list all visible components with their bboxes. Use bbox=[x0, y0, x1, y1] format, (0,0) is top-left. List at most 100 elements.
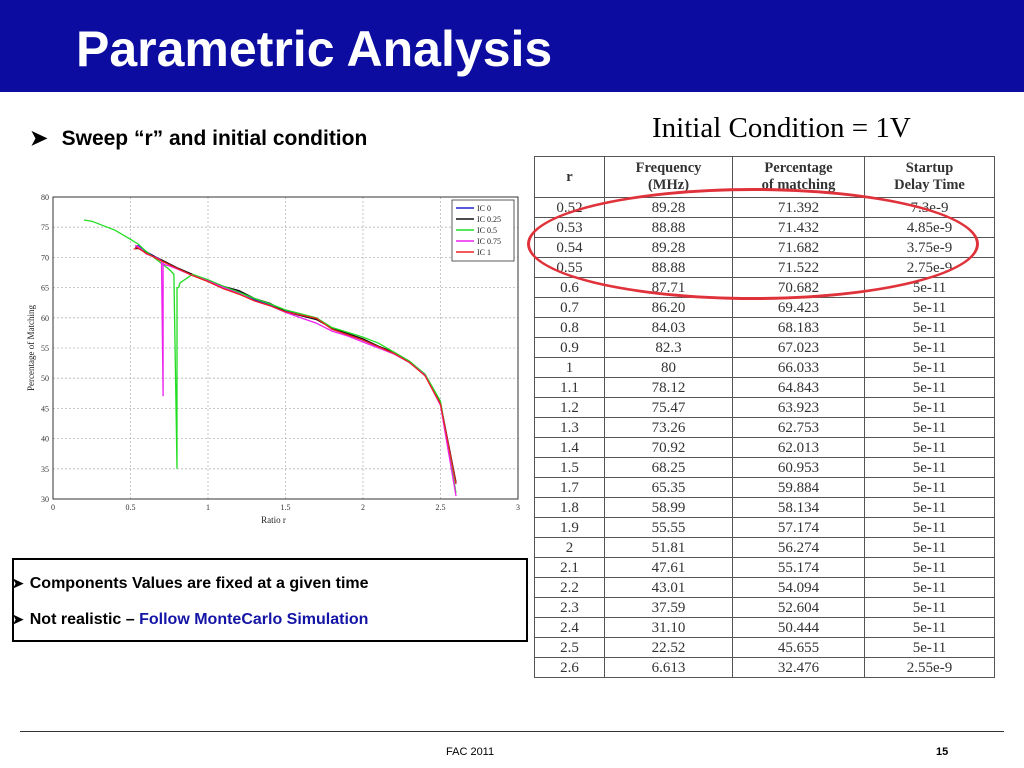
table-header-line: of matching bbox=[761, 177, 836, 193]
table-cell: 1 bbox=[534, 357, 605, 378]
table-row: 1.5 68.25 60.953 5e-11 bbox=[534, 457, 995, 478]
table-cell: 6.613 bbox=[604, 657, 733, 678]
legend-entry: IC 0.25 bbox=[477, 215, 501, 224]
table-cell: 59.884 bbox=[732, 477, 865, 498]
table-cell: 5e-11 bbox=[864, 337, 995, 358]
table-row: 2.2 43.01 54.094 5e-11 bbox=[534, 577, 995, 598]
table-cell: 22.52 bbox=[604, 637, 733, 658]
arrow-bullet-icon: ➤ bbox=[12, 611, 24, 627]
table-row: 0.7 86.20 69.423 5e-11 bbox=[534, 297, 995, 318]
table-cell: 0.7 bbox=[534, 297, 605, 318]
table-cell: 5e-11 bbox=[864, 537, 995, 558]
table-cell: 5e-11 bbox=[864, 457, 995, 478]
table-row: 1 80 66.033 5e-11 bbox=[534, 357, 995, 378]
x-tick-label: 0.5 bbox=[126, 503, 136, 512]
legend-entry: IC 0.5 bbox=[477, 226, 497, 235]
results-table-wrap: r Frequency (MHz) Percentage of matching Star… bbox=[534, 156, 995, 678]
y-tick-label: 75 bbox=[41, 223, 49, 232]
table-header-line: Percentage bbox=[764, 160, 833, 176]
table-cell: 58.134 bbox=[732, 497, 865, 518]
table-row: 1.8 58.99 58.134 5e-11 bbox=[534, 497, 995, 518]
table-cell: 69.423 bbox=[732, 297, 865, 318]
table-header-row: r Frequency (MHz) Percentage of matching Star… bbox=[534, 156, 995, 198]
table-cell: 62.013 bbox=[732, 437, 865, 458]
table-cell: 0.9 bbox=[534, 337, 605, 358]
table-cell: 75.47 bbox=[604, 397, 733, 418]
table-row: 0.54 89.28 71.682 3.75e-9 bbox=[534, 237, 995, 258]
slide-title: Parametric Analysis bbox=[76, 21, 553, 77]
table-cell: 89.28 bbox=[604, 197, 733, 218]
table-header-1: Frequency (MHz) bbox=[604, 156, 733, 198]
table-cell: 78.12 bbox=[604, 377, 733, 398]
table-header-line: (MHz) bbox=[647, 177, 690, 193]
table-row: 2.1 47.61 55.174 5e-11 bbox=[534, 557, 995, 578]
table-cell: 5e-11 bbox=[864, 317, 995, 338]
table-cell: 2.55e-9 bbox=[864, 657, 995, 678]
table-cell: 5e-11 bbox=[864, 357, 995, 378]
table-cell: 3.75e-9 bbox=[864, 237, 995, 258]
y-tick-label: 45 bbox=[41, 404, 49, 413]
table-cell: 2.1 bbox=[534, 557, 605, 578]
x-tick-label: 3 bbox=[516, 503, 520, 512]
series-line-ic-0-5 bbox=[83, 219, 457, 494]
table-cell: 57.174 bbox=[732, 517, 865, 538]
table-cell: 0.8 bbox=[534, 317, 605, 338]
table-row: 1.1 78.12 64.843 5e-11 bbox=[534, 377, 995, 398]
table-cell: 5e-11 bbox=[864, 637, 995, 658]
x-tick-label: 1.5 bbox=[281, 503, 291, 512]
table-row: 1.7 65.35 59.884 5e-11 bbox=[534, 477, 995, 498]
table-cell: 67.023 bbox=[732, 337, 865, 358]
table-header-line: Delay Time bbox=[894, 177, 965, 193]
table-row: 0.52 89.28 71.392 7.3e-9 bbox=[534, 197, 995, 218]
note-prefix-text: Not realistic – bbox=[29, 611, 140, 628]
table-header-2: Percentage of matching bbox=[732, 156, 865, 198]
legend-entry: IC 1 bbox=[477, 248, 491, 257]
table-row: 2.3 37.59 52.604 5e-11 bbox=[534, 597, 995, 618]
table-row: 2.6 6.613 32.476 2.55e-9 bbox=[534, 657, 995, 678]
table-cell: 65.35 bbox=[604, 477, 733, 498]
table-cell: 2.2 bbox=[534, 577, 605, 598]
table-cell: 7.3e-9 bbox=[864, 197, 995, 218]
y-tick-label: 65 bbox=[41, 284, 49, 293]
y-axis-label: Percentage of Matching bbox=[26, 305, 36, 391]
table-cell: 5e-11 bbox=[864, 517, 995, 538]
x-axis-label: Ratio r bbox=[261, 515, 286, 525]
table-cell: 5e-11 bbox=[864, 557, 995, 578]
table-cell: 1.7 bbox=[534, 477, 605, 498]
table-row: 0.55 88.88 71.522 2.75e-9 bbox=[534, 257, 995, 278]
table-cell: 1.9 bbox=[534, 517, 605, 538]
table-row: 0.9 82.3 67.023 5e-11 bbox=[534, 337, 995, 358]
table-cell: 80 bbox=[604, 357, 733, 378]
footer-divider bbox=[20, 731, 1004, 732]
table-cell: 31.10 bbox=[604, 617, 733, 638]
table-row: 1.9 55.55 57.174 5e-11 bbox=[534, 517, 995, 538]
x-tick-label: 2.5 bbox=[436, 503, 446, 512]
table-cell: 1.4 bbox=[534, 437, 605, 458]
table-cell: 58.99 bbox=[604, 497, 733, 518]
table-cell: 1.3 bbox=[534, 417, 605, 438]
table-row: 1.4 70.92 62.013 5e-11 bbox=[534, 437, 995, 458]
table-cell: 2.4 bbox=[534, 617, 605, 638]
table-header-3: Startup Delay Time bbox=[864, 156, 995, 198]
table-cell: 5e-11 bbox=[864, 417, 995, 438]
table-cell: 0.54 bbox=[534, 237, 605, 258]
table-cell: 5e-11 bbox=[864, 577, 995, 598]
table-cell: 4.85e-9 bbox=[864, 217, 995, 238]
x-tick-label: 0 bbox=[51, 503, 55, 512]
table-cell: 55.174 bbox=[732, 557, 865, 578]
table-cell: 2.6 bbox=[534, 657, 605, 678]
table-cell: 70.682 bbox=[732, 277, 865, 298]
arrow-bullet-icon: ➤ bbox=[30, 127, 48, 150]
table-cell: 68.25 bbox=[604, 457, 733, 478]
note-not-realistic: ➤ Not realistic – Follow MonteCarlo Simul… bbox=[12, 611, 368, 629]
table-cell: 88.88 bbox=[604, 217, 733, 238]
table-cell: 32.476 bbox=[732, 657, 865, 678]
table-cell: 89.28 bbox=[604, 237, 733, 258]
table-cell: 0.52 bbox=[534, 197, 605, 218]
table-cell: 63.923 bbox=[732, 397, 865, 418]
table-cell: 1.2 bbox=[534, 397, 605, 418]
y-tick-label: 30 bbox=[41, 495, 49, 504]
table-cell: 51.81 bbox=[604, 537, 733, 558]
legend-entry: IC 0 bbox=[477, 204, 491, 213]
table-cell: 52.604 bbox=[732, 597, 865, 618]
